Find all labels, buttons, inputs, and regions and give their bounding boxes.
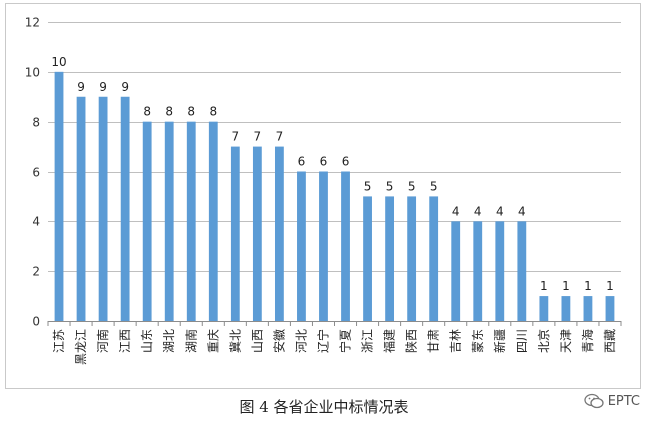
data-label: 6 xyxy=(320,155,328,169)
category-label: 吉林 xyxy=(449,329,463,353)
category-label: 冀北 xyxy=(228,329,242,353)
watermark-text: EPTC xyxy=(607,393,640,409)
category-label: 青海 xyxy=(580,329,595,353)
category-label: 河北 xyxy=(294,329,308,353)
category-label: 甘肃 xyxy=(427,329,441,353)
category-label: 湖南 xyxy=(183,329,198,353)
y-tick-label: 2 xyxy=(32,265,40,279)
data-label: 4 xyxy=(496,204,504,218)
bar xyxy=(473,221,483,321)
bar xyxy=(495,221,505,321)
data-label: 1 xyxy=(584,279,592,293)
bar xyxy=(274,146,284,321)
data-label: 6 xyxy=(298,155,306,169)
data-label: 8 xyxy=(165,105,173,119)
gridlines xyxy=(48,22,621,322)
category-label: 江西 xyxy=(118,329,132,353)
data-label: 7 xyxy=(232,130,240,144)
category-label: 山东 xyxy=(140,329,154,353)
bar xyxy=(407,196,417,321)
data-label: 9 xyxy=(77,80,85,94)
bar xyxy=(297,171,306,321)
bar xyxy=(186,121,196,322)
y-tick-label: 0 xyxy=(32,315,40,329)
data-label: 8 xyxy=(209,105,217,119)
bar xyxy=(142,121,152,322)
data-label: 4 xyxy=(518,204,526,218)
category-label: 蒙东 xyxy=(471,329,485,353)
bar xyxy=(319,171,328,321)
bar xyxy=(76,96,86,321)
bar xyxy=(120,96,130,321)
bar xyxy=(252,146,262,321)
bar-chart: 0 2 4 6 8 10 12 10 江苏 9 黑龙江 9 河南 9 江西 8 山东 8 湖北 8 湖南 8 重庆 7 冀北 7… xyxy=(25,16,622,365)
category-label: 陕西 xyxy=(404,329,419,353)
bar xyxy=(583,296,593,321)
bar xyxy=(98,96,108,321)
bars xyxy=(54,71,615,322)
bar xyxy=(429,196,439,321)
y-tick-label: 12 xyxy=(25,16,40,30)
axes: 0 2 4 6 8 10 12 xyxy=(25,16,622,329)
category-label: 西藏 xyxy=(603,329,617,353)
data-label: 5 xyxy=(386,179,394,193)
category-label: 河南 xyxy=(95,329,110,353)
bar xyxy=(561,296,571,321)
category-label: 新疆 xyxy=(492,329,507,353)
data-label: 1 xyxy=(540,279,548,293)
category-label: 北京 xyxy=(537,329,551,353)
category-label: 浙江 xyxy=(361,329,375,353)
data-label: 9 xyxy=(99,80,107,94)
y-tick-label: 4 xyxy=(32,215,40,229)
category-label: 黑龙江 xyxy=(74,329,88,365)
data-label: 8 xyxy=(187,105,195,119)
data-label: 5 xyxy=(430,179,438,193)
bar xyxy=(230,146,240,321)
data-label: 1 xyxy=(606,279,614,293)
category-label: 四川 xyxy=(515,329,529,353)
bar xyxy=(363,196,372,321)
bar xyxy=(517,221,527,321)
watermark: EPTC xyxy=(584,390,640,412)
category-label: 山西 xyxy=(250,329,264,353)
bar xyxy=(451,221,461,321)
data-label: 9 xyxy=(121,80,129,94)
labels: 10 江苏 9 黑龙江 9 河南 9 江西 8 山东 8 湖北 8 湖南 8 重庆 7 冀北 7 山西 7 安徽 6 河北 6 辽… xyxy=(51,55,617,365)
category-label: 辽宁 xyxy=(315,329,330,353)
y-tick-label: 10 xyxy=(25,66,40,80)
category-label: 江苏 xyxy=(52,329,66,353)
chart-caption: 图 4 各省企业中标情况表 xyxy=(239,398,409,416)
bar xyxy=(539,296,549,321)
bar xyxy=(341,171,350,321)
category-label: 重庆 xyxy=(206,329,220,353)
data-label: 8 xyxy=(143,105,151,119)
category-label: 福建 xyxy=(382,329,397,353)
data-label: 10 xyxy=(51,55,66,69)
y-tick-label: 8 xyxy=(32,116,40,130)
data-label: 5 xyxy=(408,179,416,193)
data-label: 7 xyxy=(254,130,262,144)
category-label: 安徽 xyxy=(271,329,286,353)
bar xyxy=(164,121,174,322)
wechat-icon xyxy=(584,393,604,409)
category-label: 湖北 xyxy=(161,329,176,353)
data-label: 6 xyxy=(342,155,350,169)
data-label: 4 xyxy=(474,204,482,218)
y-tick-label: 6 xyxy=(32,166,40,180)
data-label: 7 xyxy=(276,130,284,144)
bar xyxy=(208,121,218,322)
bar xyxy=(605,296,615,321)
data-label: 4 xyxy=(452,204,460,218)
data-label: 5 xyxy=(364,179,372,193)
data-label: 1 xyxy=(562,279,570,293)
category-label: 天津 xyxy=(559,329,573,353)
bar xyxy=(385,196,395,321)
bar xyxy=(54,71,64,321)
category-label: 宁夏 xyxy=(338,329,353,353)
